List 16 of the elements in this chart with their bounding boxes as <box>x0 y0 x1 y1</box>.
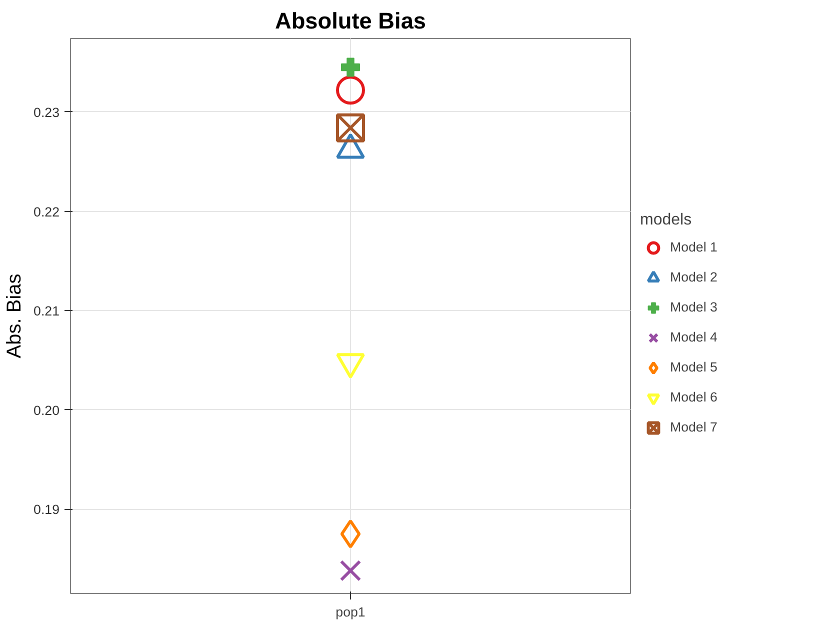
y-tick-label: 0.23 <box>34 104 60 120</box>
x-tick-label: pop1 <box>336 604 366 620</box>
y-tick-label: 0.19 <box>34 502 60 518</box>
legend-title: models <box>640 211 693 229</box>
y-axis-title: Abs. Bias <box>4 274 26 358</box>
y-tick-label: 0.20 <box>34 402 60 418</box>
y-tick-label: 0.21 <box>34 304 60 319</box>
chart-title: Absolute Bias <box>274 8 426 34</box>
legend-label: Model 1 <box>670 240 718 254</box>
legend-label: Model 3 <box>670 300 718 314</box>
legend-label: Model 4 <box>670 330 718 344</box>
legend-label: Model 7 <box>670 420 718 434</box>
legend-label: Model 6 <box>670 390 718 404</box>
legend-label: Model 2 <box>670 270 718 284</box>
legend-label: Model 5 <box>670 360 718 374</box>
y-tick-label: 0.22 <box>34 204 60 220</box>
